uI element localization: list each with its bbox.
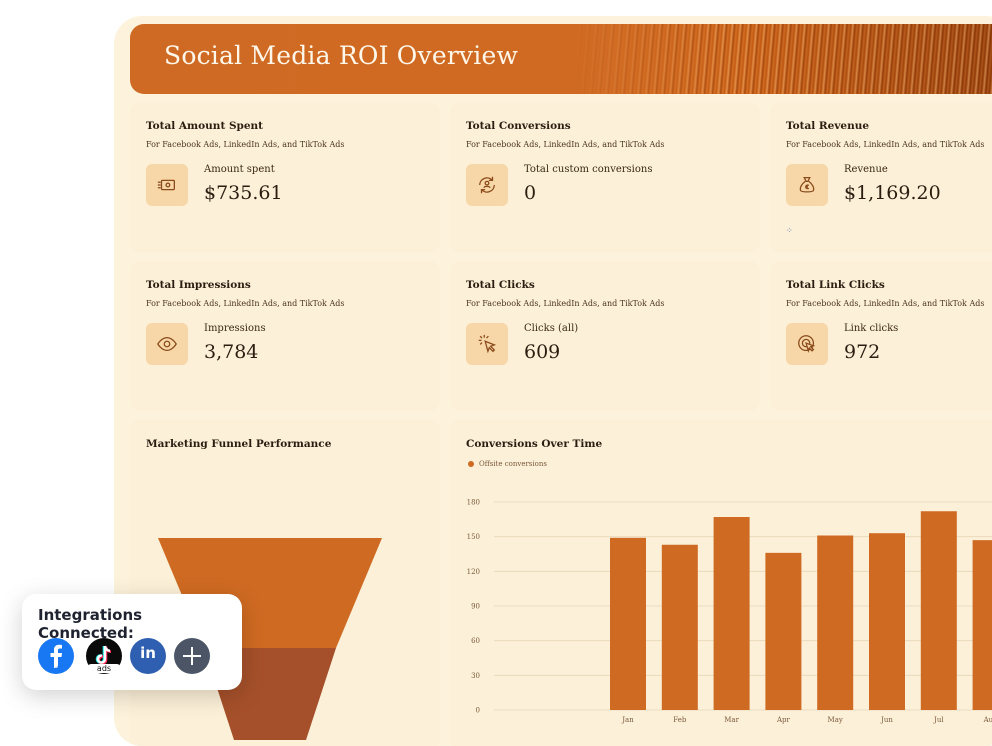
linkedin-logo: in xyxy=(140,644,156,662)
bar-mar[interactable] xyxy=(713,517,750,710)
card-conversions-over-time: Conversions Over Time Offsite conversion… xyxy=(450,420,992,746)
legend-label: Offsite conversions xyxy=(479,460,547,468)
linkedin-ads-label: ads xyxy=(140,665,156,674)
y-tick-label: 150 xyxy=(467,533,480,541)
x-tick-label: Jan xyxy=(621,716,634,724)
bar-feb[interactable] xyxy=(661,544,698,710)
card-title: Total Conversions xyxy=(466,120,571,132)
x-tick-label: Jul xyxy=(933,716,944,724)
y-tick-label: 60 xyxy=(471,637,480,645)
facebook-ads-icon[interactable]: ads xyxy=(38,638,74,674)
page-title: Social Media ROI Overview xyxy=(164,41,519,70)
metric-value: 0 xyxy=(524,182,537,204)
y-tick-label: 120 xyxy=(467,568,480,576)
click-icon xyxy=(466,323,508,365)
card-subtitle: For Facebook Ads, LinkedIn Ads, and TikT… xyxy=(146,299,345,308)
metric-label: Total custom conversions xyxy=(524,164,653,175)
card-subtitle: For Facebook Ads, LinkedIn Ads, and TikT… xyxy=(466,299,665,308)
card-title: Total Revenue xyxy=(786,120,870,132)
x-tick-label: Mar xyxy=(724,716,739,724)
bar-jul[interactable] xyxy=(920,511,957,710)
metric-value: 972 xyxy=(844,341,881,363)
y-tick-label: 90 xyxy=(471,603,480,611)
metric-label: Amount spent xyxy=(204,164,275,175)
card-total-impressions: Total Impressions For Facebook Ads, Link… xyxy=(130,261,440,411)
card-subtitle: For Facebook Ads, LinkedIn Ads, and TikT… xyxy=(786,299,985,308)
banner-texture xyxy=(570,24,992,94)
bar-aug[interactable] xyxy=(972,540,992,710)
y-tick-label: 30 xyxy=(471,672,480,680)
metric-label: Revenue xyxy=(844,164,888,175)
integrations-title: Integrations Connected: xyxy=(38,606,143,642)
facebook-logo xyxy=(50,644,62,668)
legend-swatch xyxy=(468,461,474,467)
card-subtitle: For Facebook Ads, LinkedIn Ads, and TikT… xyxy=(786,140,985,149)
card-subtitle: For Facebook Ads, LinkedIn Ads, and TikT… xyxy=(146,140,345,149)
metric-label: Link clicks xyxy=(844,323,899,334)
plus-icon xyxy=(183,647,201,665)
card-title: Conversions Over Time xyxy=(466,438,603,450)
dashboard-board: Social Media ROI Overview Total Amount S… xyxy=(114,16,992,746)
conversion-icon xyxy=(466,164,508,206)
tiktok-ads-label: ads xyxy=(88,664,120,673)
metric-value: 609 xyxy=(524,341,561,363)
card-marketing-funnel: Marketing Funnel Performance xyxy=(130,420,440,746)
integrations-popup: Integrations Connected: ads ads in ads xyxy=(22,594,242,690)
x-tick-label: Feb xyxy=(673,716,687,724)
metric-label: Clicks (all) xyxy=(524,323,579,334)
conversions-bar-chart: 0 30 60 90 120 150 180 Jan Feb Mar Apr May Jun Jul Aug… xyxy=(467,499,992,724)
grid-dots-icon[interactable]: ⁘ xyxy=(786,226,793,235)
x-tick-label: Jun xyxy=(880,716,893,724)
metric-value: $1,169.20 xyxy=(844,182,941,204)
y-tick-label: 0 xyxy=(476,707,480,715)
card-title: Total Amount Spent xyxy=(146,120,264,132)
card-total-conversions: Total Conversions For Facebook Ads, Link… xyxy=(450,102,760,252)
x-tick-label: May xyxy=(828,716,843,724)
metric-label: Impressions xyxy=(204,323,266,334)
metric-value: $735.61 xyxy=(204,182,283,204)
bar-apr[interactable] xyxy=(765,552,802,710)
bar-jun[interactable] xyxy=(869,533,905,710)
card-subtitle: For Facebook Ads, LinkedIn Ads, and TikT… xyxy=(466,140,665,149)
card-title: Total Clicks xyxy=(466,279,535,291)
metric-value: 3,784 xyxy=(204,341,259,363)
link-click-icon xyxy=(786,323,828,365)
tiktok-logo xyxy=(95,645,112,665)
x-tick-label: Apr xyxy=(776,716,791,724)
eye-icon xyxy=(146,323,188,365)
card-title: Total Impressions xyxy=(146,279,251,291)
card-title: Marketing Funnel Performance xyxy=(146,438,332,450)
card-total-amount-spent: Total Amount Spent For Facebook Ads, Lin… xyxy=(130,102,440,252)
chart-legend[interactable]: Offsite conversions xyxy=(468,460,547,468)
facebook-ads-label: ads xyxy=(48,665,64,674)
funnel-chart xyxy=(158,538,382,740)
bar-jan[interactable] xyxy=(610,537,646,710)
y-tick-label: 180 xyxy=(467,499,480,507)
card-total-revenue: Total Revenue For Facebook Ads, LinkedIn… xyxy=(770,102,992,252)
linkedin-ads-icon[interactable]: in ads xyxy=(130,638,166,674)
header-banner: Social Media ROI Overview xyxy=(130,24,992,94)
money-bag-icon xyxy=(786,164,828,206)
card-total-clicks: Total Clicks For Facebook Ads, LinkedIn … xyxy=(450,261,760,411)
card-total-link-clicks: Total Link Clicks For Facebook Ads, Link… xyxy=(770,261,992,411)
card-title: Total Link Clicks xyxy=(786,279,885,291)
bar-may[interactable] xyxy=(817,535,854,710)
money-icon xyxy=(146,164,188,206)
add-integration-button[interactable] xyxy=(174,638,210,674)
tiktok-ads-icon[interactable]: ads xyxy=(86,638,122,674)
x-tick-label: Aug xyxy=(983,716,992,724)
